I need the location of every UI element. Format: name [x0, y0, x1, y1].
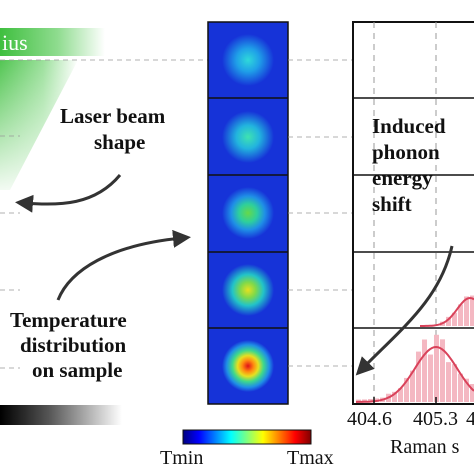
green-wedge-fade [0, 60, 90, 200]
histogram-bar [446, 362, 451, 402]
phonon-label-line3: energy [372, 166, 433, 190]
green-header-band [0, 28, 105, 56]
laser-beam-label-line1: Laser beam [60, 104, 166, 128]
histogram-bar [464, 296, 469, 326]
histogram-bar [428, 354, 433, 402]
histogram-bar [452, 364, 457, 402]
histogram-bar [362, 399, 367, 402]
laser-beam-arrow [15, 174, 122, 213]
spectrum-fit-curve-5 [355, 345, 474, 403]
histogram-bar [422, 339, 427, 402]
colorbar-rect [182, 429, 312, 445]
histogram-bar [440, 339, 445, 402]
colorbar-min-label: Tmin [160, 447, 204, 469]
spectrum-fit-curve-4 [420, 296, 474, 327]
temperature-arrow [56, 229, 191, 301]
x-tick-label-1: 404.6 [347, 408, 392, 430]
left-header-fragment: ius [2, 30, 28, 55]
spectrum-histogram-bars [356, 295, 474, 402]
beam-image-column [207, 21, 289, 405]
histogram-bar [410, 370, 415, 402]
histogram-bar [458, 304, 463, 326]
histogram-bar [398, 388, 403, 402]
x-tick-label-2: 405.3 [413, 408, 458, 430]
x-tick-label-3: 4 [466, 408, 474, 430]
annotation-arrows [15, 174, 454, 376]
spectrum-frame [352, 21, 474, 405]
histogram-bar [416, 351, 421, 402]
histogram-bar [356, 399, 361, 402]
histogram-bar [434, 334, 439, 402]
beam-spot-3 [222, 187, 274, 239]
histogram-bar [404, 377, 409, 402]
connector-guides [288, 59, 352, 367]
histogram-bar [470, 295, 474, 326]
histogram-bar [392, 391, 397, 402]
phonon-label-line2: phonon [372, 140, 440, 164]
histogram-bar [470, 383, 474, 402]
colorbar [182, 429, 312, 445]
left-gradient-panel [0, 28, 210, 425]
beam-spot-5 [222, 340, 274, 392]
histogram-bar [368, 399, 373, 402]
phonon-label-line4: shift [372, 192, 412, 216]
colorbar-max-label: Tmax [287, 447, 334, 469]
beam-spot-1 [222, 34, 274, 86]
beam-spot-2 [222, 111, 274, 163]
histogram-bar [458, 373, 463, 402]
black-gradient-band [0, 405, 122, 425]
laser-beam-label-line2: shape [94, 130, 146, 154]
histogram-bar [452, 312, 457, 326]
histogram-bar [464, 378, 469, 402]
x-axis-label-fragment: Raman s [390, 436, 460, 458]
raman-spectrum-panel [352, 21, 474, 405]
temperature-label-line2: distribution [20, 333, 127, 357]
beam-spot-4 [222, 264, 274, 316]
temperature-label-line1: Temperature [10, 308, 127, 332]
spectrum-x-ticks [373, 397, 437, 404]
phonon-label-line1: Induced [372, 114, 446, 138]
phonon-shift-arrow [355, 245, 454, 376]
temperature-label-line3: on sample [32, 358, 123, 382]
histogram-bar [446, 316, 451, 326]
